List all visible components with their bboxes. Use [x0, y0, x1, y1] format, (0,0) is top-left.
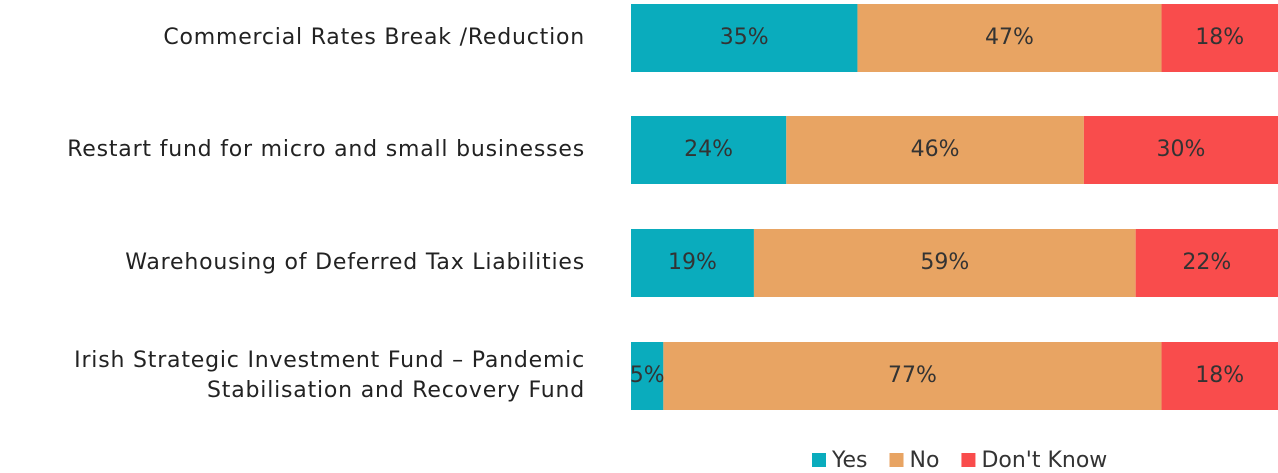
data-label: 59%: [920, 250, 969, 275]
legend-swatch: [889, 453, 904, 467]
bar-segment: [857, 4, 1162, 72]
bar-segment: [1135, 229, 1278, 297]
bar-segment: [1161, 342, 1278, 410]
bar-segment: [631, 229, 754, 297]
legend-swatch: [961, 453, 976, 467]
data-label: 46%: [911, 137, 960, 162]
bar-segment: [1161, 4, 1278, 72]
data-label: 22%: [1182, 250, 1231, 275]
data-label: 30%: [1156, 137, 1205, 162]
data-label: 35%: [720, 25, 769, 50]
category-label: Irish Strategic Investment Fund – Pandem…: [74, 348, 585, 403]
legend-label: Don't Know: [981, 448, 1107, 473]
data-label: 18%: [1195, 363, 1244, 388]
bar-segment: [631, 4, 858, 72]
bar-segment: [663, 342, 1162, 410]
category-label: Warehousing of Deferred Tax Liabilities: [125, 250, 585, 275]
data-label: 18%: [1195, 25, 1244, 50]
bar-segment: [631, 342, 664, 410]
bar-segment: [631, 116, 787, 184]
legend-label: Yes: [831, 448, 868, 473]
bar-segment: [1083, 116, 1278, 184]
data-label: 77%: [888, 363, 937, 388]
data-label: 5%: [630, 363, 665, 388]
bar-segment: [753, 229, 1136, 297]
legend-label: No: [910, 448, 940, 473]
data-label: 47%: [985, 25, 1034, 50]
category-label: Restart fund for micro and small busines…: [67, 137, 585, 162]
data-label: 19%: [668, 250, 717, 275]
category-label: Commercial Rates Break /Reduction: [163, 25, 585, 50]
data-label: 24%: [684, 137, 733, 162]
bar-segment: [786, 116, 1084, 184]
legend-swatch: [812, 453, 826, 467]
